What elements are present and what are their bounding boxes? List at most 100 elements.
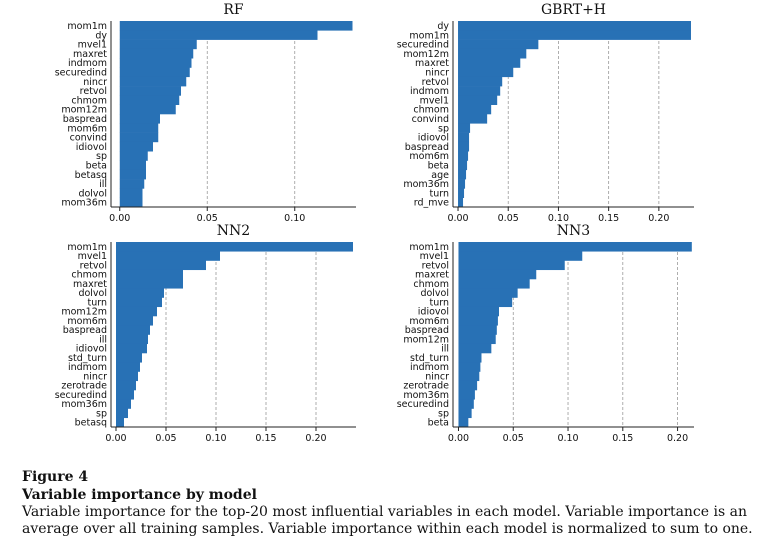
category-label: retvol [422, 77, 449, 88]
bar [119, 76, 187, 87]
bar [458, 86, 501, 96]
bar [458, 380, 478, 391]
bar [116, 242, 353, 252]
category-label: nincr [83, 77, 107, 88]
category-label: mvel1 [420, 95, 449, 106]
bar [116, 390, 134, 400]
figure-title: Variable importance by model [22, 487, 257, 503]
category-label: retvol [422, 260, 449, 271]
x-tick-label: 0.20 [667, 433, 688, 444]
figure-label: Figure 4 [22, 469, 89, 485]
category-label: turn [429, 188, 449, 199]
category-label: idiovol [76, 344, 107, 355]
bar [458, 197, 464, 208]
bar [116, 306, 157, 317]
x-tick-label: 0.20 [648, 213, 669, 224]
category-label: securedind [397, 40, 449, 51]
bar [116, 343, 147, 354]
category-label: mom6m [409, 151, 449, 162]
bar [116, 325, 150, 335]
x-tick-label: 0.10 [205, 433, 226, 444]
category-label: sp [438, 408, 449, 419]
bar [119, 48, 194, 59]
x-tick-label: 0.05 [197, 213, 218, 224]
bar [119, 141, 153, 152]
x-tick-label: 0.05 [155, 433, 176, 444]
bar [458, 39, 539, 50]
category-label: mom6m [67, 123, 107, 134]
category-label: zerotrade [61, 381, 107, 392]
category-label: dolvol [78, 188, 107, 199]
category-label: std_turn [410, 353, 449, 364]
bar [458, 334, 496, 345]
bar [116, 399, 131, 409]
x-tick-label: 0.15 [255, 433, 276, 444]
bar [119, 30, 318, 40]
bar [458, 371, 480, 382]
x-tick-label: 0.10 [557, 433, 578, 444]
category-label: mom6m [67, 316, 107, 327]
category-label: chmom [71, 95, 107, 106]
bar [116, 371, 138, 382]
bar [119, 86, 181, 96]
bar [458, 260, 565, 271]
figure-description: Variable importance for the top-20 most … [22, 504, 753, 537]
category-label: turn [87, 297, 107, 308]
category-label: mom12m [403, 49, 449, 60]
category-label: nincr [425, 371, 449, 382]
bar [458, 48, 527, 59]
category-label: ill [99, 179, 107, 190]
bar [458, 21, 691, 31]
bar [458, 316, 498, 326]
category-label: betasq [75, 418, 107, 429]
bar [458, 151, 469, 161]
category-label: dy [95, 30, 107, 41]
category-label: dolvol [78, 288, 107, 299]
bar [116, 417, 124, 428]
category-label: rd_mve [414, 198, 449, 209]
category-label: convind [70, 133, 107, 144]
bar [116, 408, 128, 419]
x-tick-label: 0.00 [109, 213, 130, 224]
category-label: mom1m [67, 21, 107, 32]
bar [119, 123, 159, 133]
bar [458, 95, 498, 105]
category-label: indmom [68, 362, 107, 373]
x-tick-label: 0.10 [284, 213, 305, 224]
category-label: mvel1 [420, 251, 449, 262]
category-label: beta [86, 160, 107, 171]
category-label: chmom [413, 105, 449, 116]
bar [458, 279, 530, 289]
bar [119, 179, 145, 189]
bar [458, 104, 492, 115]
category-label: mom36m [61, 399, 107, 410]
category-label: indmom [68, 58, 107, 69]
category-label: convind [412, 114, 449, 125]
bar [458, 30, 691, 40]
category-label: maxret [73, 279, 107, 290]
bar [116, 334, 148, 345]
chart-panel-nn3: NN3 mom1mmvel1retvolmaxretchmomdolvolturn… [397, 223, 694, 444]
category-label: maxret [415, 58, 449, 69]
category-label: mom1m [409, 242, 449, 253]
bar [119, 39, 197, 50]
bar [116, 380, 136, 391]
bar [116, 316, 153, 326]
chart-title: NN2 [217, 223, 250, 239]
category-label: turn [429, 297, 449, 308]
category-label: idiovol [418, 307, 449, 318]
category-label: baspread [405, 142, 449, 153]
bar [119, 58, 192, 68]
bar [458, 343, 492, 354]
bar [119, 21, 353, 31]
bar [119, 169, 146, 180]
bar [119, 104, 176, 115]
category-label: maxret [415, 270, 449, 281]
bar [458, 160, 468, 171]
category-label: baspread [63, 114, 107, 125]
x-tick-label: 0.10 [548, 213, 569, 224]
category-label: mom36m [403, 179, 449, 190]
category-label: idiovol [418, 133, 449, 144]
category-label: securedind [55, 67, 107, 78]
bar [458, 269, 537, 280]
